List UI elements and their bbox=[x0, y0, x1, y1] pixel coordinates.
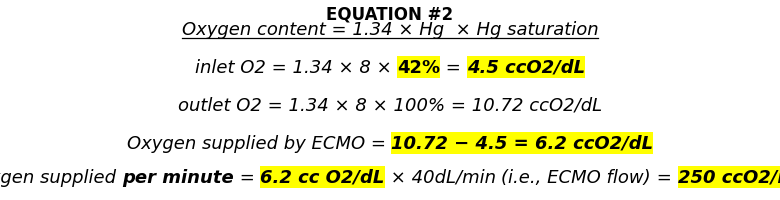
Text: Oxygen supplied by ECMO =: Oxygen supplied by ECMO = bbox=[126, 134, 392, 152]
Text: =: = bbox=[651, 168, 678, 186]
Bar bbox=[392, 132, 654, 154]
Text: =: = bbox=[441, 59, 467, 77]
Text: 250 ccO2/min: 250 ccO2/min bbox=[678, 168, 780, 186]
Text: 42%: 42% bbox=[397, 59, 441, 77]
Text: per minute: per minute bbox=[122, 168, 234, 186]
Text: × 40dL/min: × 40dL/min bbox=[385, 168, 502, 186]
Text: (i.e., ECMO flow): (i.e., ECMO flow) bbox=[502, 168, 651, 186]
Text: 6.2 cc O2/dL: 6.2 cc O2/dL bbox=[261, 168, 385, 186]
Text: EQUATION #2: EQUATION #2 bbox=[327, 5, 453, 23]
Text: 10.72 − 4.5 = 6.2 ccO2/dL: 10.72 − 4.5 = 6.2 ccO2/dL bbox=[392, 134, 654, 152]
Bar bbox=[261, 166, 385, 188]
Text: Oxygen content = 1.34 × Hg  × Hg saturation: Oxygen content = 1.34 × Hg × Hg saturati… bbox=[182, 21, 598, 39]
Bar bbox=[397, 57, 441, 79]
Text: 4.5 ccO2/dL: 4.5 ccO2/dL bbox=[467, 59, 585, 77]
Bar bbox=[467, 57, 585, 79]
Text: =: = bbox=[234, 168, 261, 186]
Text: Oxygen supplied: Oxygen supplied bbox=[0, 168, 122, 186]
Text: inlet O2 = 1.34 × 8 ×: inlet O2 = 1.34 × 8 × bbox=[195, 59, 397, 77]
Bar bbox=[678, 166, 780, 188]
Text: outlet O2 = 1.34 × 8 × 100% = 10.72 ccO2/dL: outlet O2 = 1.34 × 8 × 100% = 10.72 ccO2… bbox=[178, 97, 602, 114]
